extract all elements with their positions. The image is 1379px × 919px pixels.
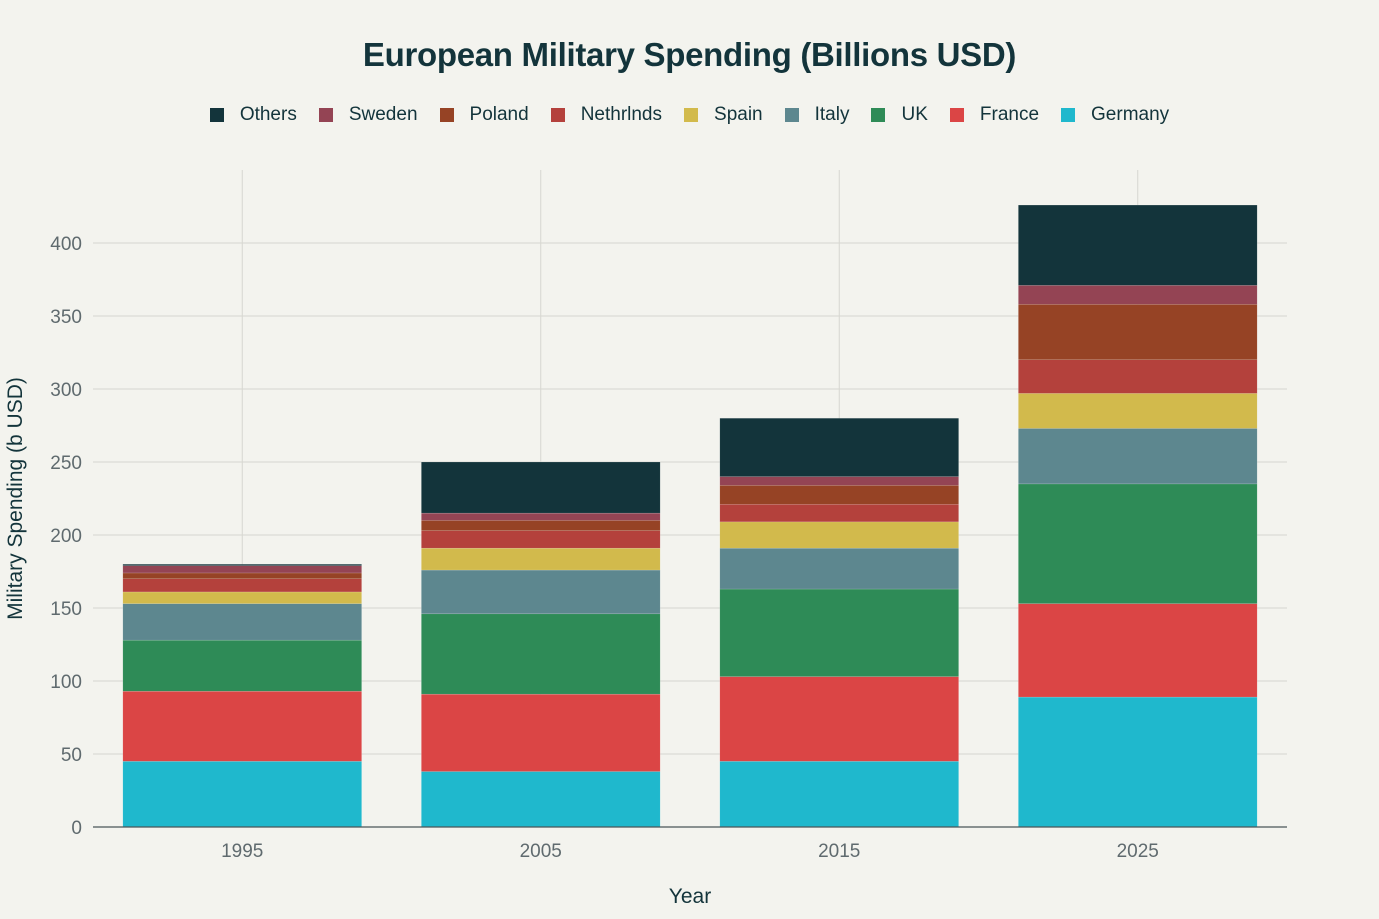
y-tick-label: 250 — [50, 453, 82, 474]
bar-segment-others — [719, 418, 959, 477]
legend-swatch — [1061, 108, 1076, 122]
x-tick-label: 1995 — [221, 841, 263, 862]
legend-swatch — [684, 108, 699, 122]
bar-segment-uk — [1018, 483, 1258, 604]
legend-item-others[interactable]: Others — [209, 104, 297, 126]
legend-swatch — [318, 108, 333, 122]
bar-segment-poland — [719, 485, 959, 505]
bar-segment-nethrlnds — [122, 578, 362, 593]
bar-segment-spain — [421, 547, 661, 571]
legend-label: UK — [901, 104, 928, 125]
bar-segment-france — [719, 676, 959, 762]
bar-segment-sweden — [421, 512, 661, 521]
legend-swatch — [871, 108, 886, 122]
y-tick-label: 300 — [50, 380, 82, 401]
legend-swatch — [439, 108, 454, 122]
legend-label: Italy — [814, 104, 850, 125]
y-tick-label: 400 — [50, 234, 82, 255]
bar-segment-others — [1018, 204, 1258, 286]
bar-segment-nethrlnds — [719, 504, 959, 523]
legend-swatch — [209, 108, 224, 122]
bar-segment-uk — [421, 613, 661, 695]
bar-segment-italy — [122, 603, 362, 641]
bar-segment-spain — [719, 521, 959, 549]
bar-segment-spain — [122, 591, 362, 604]
chart-title: European Military Spending (Billions USD… — [362, 36, 1017, 73]
bar-segment-others — [421, 461, 661, 514]
x-tick-label: 2005 — [520, 841, 562, 862]
bar-segment-sweden — [122, 565, 362, 574]
legend-item-poland[interactable]: Poland — [439, 104, 529, 126]
bar-segment-germany — [122, 761, 362, 828]
legend-label: Sweden — [348, 104, 418, 125]
y-axis-title: Military Spending (b USD) — [4, 377, 27, 620]
bar-segment-spain — [1018, 393, 1258, 429]
legend-swatch — [949, 108, 964, 122]
x-tick-label: 2015 — [818, 841, 860, 862]
legend-label: Poland — [469, 104, 529, 125]
bar-segment-france — [421, 693, 661, 772]
legend-item-france[interactable]: France — [949, 104, 1040, 126]
y-tick-label: 100 — [50, 672, 82, 693]
bar-segment-italy — [719, 547, 959, 590]
legend-label: Germany — [1091, 104, 1170, 125]
bar-segment-poland — [1018, 304, 1258, 361]
y-tick-label: 350 — [50, 307, 82, 328]
y-tick-label: 200 — [50, 526, 82, 547]
bar-segment-france — [122, 691, 362, 762]
legend-item-sweden[interactable]: Sweden — [318, 104, 418, 126]
legend-item-nethrlnds[interactable]: Nethrlnds — [550, 104, 663, 126]
bar-segment-germany — [719, 761, 959, 828]
legend-swatch — [784, 108, 799, 122]
bar-segment-nethrlnds — [1018, 359, 1258, 394]
bar-segment-uk — [122, 639, 362, 692]
bar-segment-nethrlnds — [421, 530, 661, 549]
y-tick-label: 150 — [50, 599, 82, 620]
legend-swatch — [550, 108, 565, 122]
legend-item-italy[interactable]: Italy — [784, 104, 850, 126]
chart-legend: Others Sweden Poland Nethrlnds Spain Italy UK F… — [0, 104, 1379, 126]
legend-label: France — [979, 104, 1040, 125]
legend-item-germany[interactable]: Germany — [1061, 104, 1169, 126]
bar-segment-others — [122, 564, 362, 566]
bar-segment-sweden — [719, 476, 959, 486]
bar-segment-uk — [719, 588, 959, 677]
x-tick-label: 2025 — [1117, 841, 1159, 862]
x-axis-title: Year — [669, 885, 711, 908]
bar-segment-poland — [122, 572, 362, 580]
legend-label: Nethrlnds — [580, 104, 663, 125]
bar-segment-germany — [1018, 696, 1258, 828]
legend-item-spain[interactable]: Spain — [684, 104, 763, 126]
bar-segment-italy — [421, 569, 661, 615]
legend-item-uk[interactable]: UK — [871, 104, 928, 126]
y-tick-label: 0 — [71, 818, 82, 839]
bar-segment-germany — [421, 771, 661, 828]
bar-segment-sweden — [1018, 285, 1258, 305]
y-tick-label: 50 — [61, 745, 82, 766]
bar-segment-france — [1018, 603, 1258, 698]
legend-label: Spain — [714, 104, 763, 125]
bar-segment-poland — [421, 520, 661, 531]
legend-label: Others — [239, 104, 297, 125]
bar-segment-italy — [1018, 428, 1258, 485]
